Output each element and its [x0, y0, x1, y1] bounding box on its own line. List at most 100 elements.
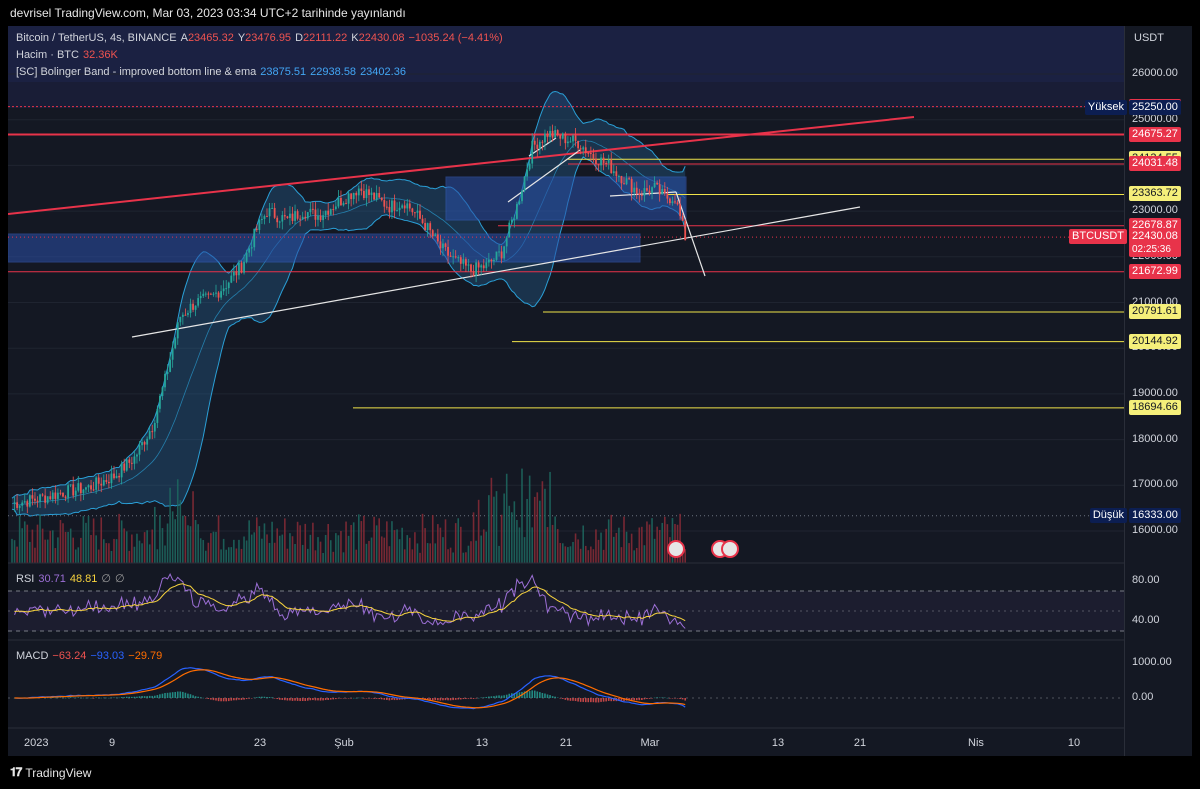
- candle: [439, 234, 442, 255]
- candle: [623, 177, 625, 185]
- macd-histogram-bar: [368, 698, 370, 699]
- volume-bar: [340, 531, 342, 563]
- macd-histogram-bar: [90, 697, 92, 699]
- macd-histogram-bar: [138, 696, 141, 698]
- candle: [569, 137, 572, 143]
- macd-histogram-bar: [549, 695, 551, 698]
- candle: [184, 308, 187, 316]
- macd-histogram-bar: [526, 691, 528, 698]
- volume-bar: [113, 538, 115, 563]
- macd-histogram-bar: [531, 690, 533, 698]
- candle: [546, 130, 549, 143]
- macd-histogram-bar: [80, 697, 82, 699]
- candle: [199, 291, 202, 304]
- candle: [505, 235, 508, 254]
- volume-bar: [156, 549, 159, 563]
- macd-histogram-bar: [618, 698, 620, 702]
- candle: [97, 474, 100, 491]
- volume-bar: [403, 549, 406, 563]
- volume-bar: [623, 516, 625, 563]
- candle: [92, 481, 95, 492]
- price-axis[interactable]: [1124, 26, 1192, 756]
- macd-histogram-bar: [319, 698, 322, 701]
- macd-histogram-bar: [482, 697, 485, 698]
- macd-histogram-bar: [388, 698, 391, 701]
- candle: [676, 200, 679, 206]
- macd-histogram-bar: [572, 698, 574, 701]
- volume-bar: [684, 549, 686, 563]
- candle: [674, 193, 676, 205]
- candle: [518, 199, 521, 206]
- volume-bar: [620, 547, 623, 563]
- volume-bar: [123, 528, 125, 563]
- macd-histogram-bar: [503, 695, 505, 698]
- macd-histogram-bar: [52, 697, 54, 699]
- candle: [516, 201, 518, 220]
- macd-histogram-bar: [393, 698, 396, 701]
- volume-bar: [286, 548, 289, 563]
- volume-bar: [595, 529, 597, 563]
- volume-bar: [437, 524, 439, 563]
- candle: [281, 211, 284, 230]
- candle: [398, 201, 401, 217]
- volume-bar: [465, 552, 467, 563]
- macd-histogram-bar: [462, 698, 465, 700]
- volume-bar: [373, 516, 375, 563]
- macd-histogram-bar: [439, 698, 442, 701]
- volume-bar: [324, 534, 327, 563]
- candle: [669, 197, 671, 206]
- macd-histogram-bar: [539, 692, 541, 698]
- candle: [133, 450, 136, 470]
- candle: [380, 197, 383, 202]
- macd-histogram-bar: [518, 692, 521, 698]
- volume-bar: [141, 543, 143, 563]
- volume-bar: [562, 543, 564, 563]
- volume-bar: [301, 544, 304, 563]
- volume-bar: [16, 546, 18, 563]
- candle: [444, 242, 447, 251]
- volume-bar: [69, 528, 72, 563]
- volume-bar: [482, 529, 485, 563]
- candle: [582, 145, 585, 156]
- tradingview-mark-icon: 𝟏𝟕: [10, 765, 22, 779]
- candle: [194, 305, 197, 317]
- bollinger-legend: [SC] Bolinger Band - improved bottom lin…: [16, 66, 406, 78]
- macd-histogram-bar: [480, 697, 482, 699]
- candle: [125, 458, 128, 472]
- candle: [123, 458, 126, 474]
- candle: [146, 436, 149, 451]
- volume-bar: [533, 496, 536, 563]
- change-value: −1035.24 (−4.41%): [408, 32, 503, 44]
- macd-histogram-bar: [434, 698, 437, 701]
- volume-bar: [210, 533, 212, 563]
- candle: [544, 129, 546, 151]
- macd-histogram-bar: [215, 698, 217, 701]
- candle: [475, 259, 477, 283]
- volume-bar: [671, 518, 674, 563]
- candle: [681, 212, 684, 221]
- volume-bar: [648, 524, 651, 563]
- macd-pane: [8, 667, 1124, 710]
- macd-histogram-bar: [449, 698, 452, 701]
- chart-area[interactable]: 2023 9 23 Şub 13 21 Mar 13 21 Nis 10: [8, 26, 1192, 756]
- volume-bar: [266, 534, 268, 563]
- candle: [447, 239, 449, 264]
- chart-canvas[interactable]: 2023 9 23 Şub 13 21 Mar 13 21 Nis 10: [8, 26, 1192, 756]
- candle: [503, 245, 506, 261]
- macd-histogram-bar: [472, 698, 475, 699]
- volume-bar: [202, 539, 205, 563]
- volume-bar: [115, 539, 118, 563]
- candle: [148, 426, 151, 440]
- volume-bar: [136, 533, 138, 563]
- candle: [171, 341, 174, 368]
- macd-histogram-bar: [528, 691, 531, 698]
- macd-histogram-bar: [590, 698, 592, 703]
- macd-histogram-bar: [258, 696, 261, 698]
- candle: [23, 493, 26, 504]
- candle: [561, 132, 564, 140]
- volume-bar: [18, 516, 21, 563]
- macd-histogram-bar: [447, 698, 449, 701]
- macd-histogram-bar: [159, 694, 161, 698]
- candle: [169, 352, 171, 373]
- volume-bar: [370, 537, 373, 563]
